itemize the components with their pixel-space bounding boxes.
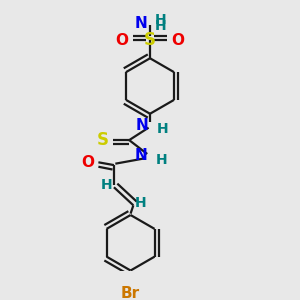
Text: H: H <box>155 13 166 27</box>
Text: Br: Br <box>121 286 140 300</box>
Text: O: O <box>116 33 129 48</box>
Text: N: N <box>136 118 148 133</box>
Text: H: H <box>155 19 166 33</box>
Text: O: O <box>171 33 184 48</box>
Text: O: O <box>81 155 94 170</box>
Text: S: S <box>144 31 156 49</box>
Text: H: H <box>134 196 146 209</box>
Text: H: H <box>157 122 169 136</box>
Text: H: H <box>100 178 112 191</box>
Text: H: H <box>155 152 167 167</box>
Text: S: S <box>97 131 109 149</box>
Text: N: N <box>134 148 147 163</box>
Text: N: N <box>135 16 148 31</box>
